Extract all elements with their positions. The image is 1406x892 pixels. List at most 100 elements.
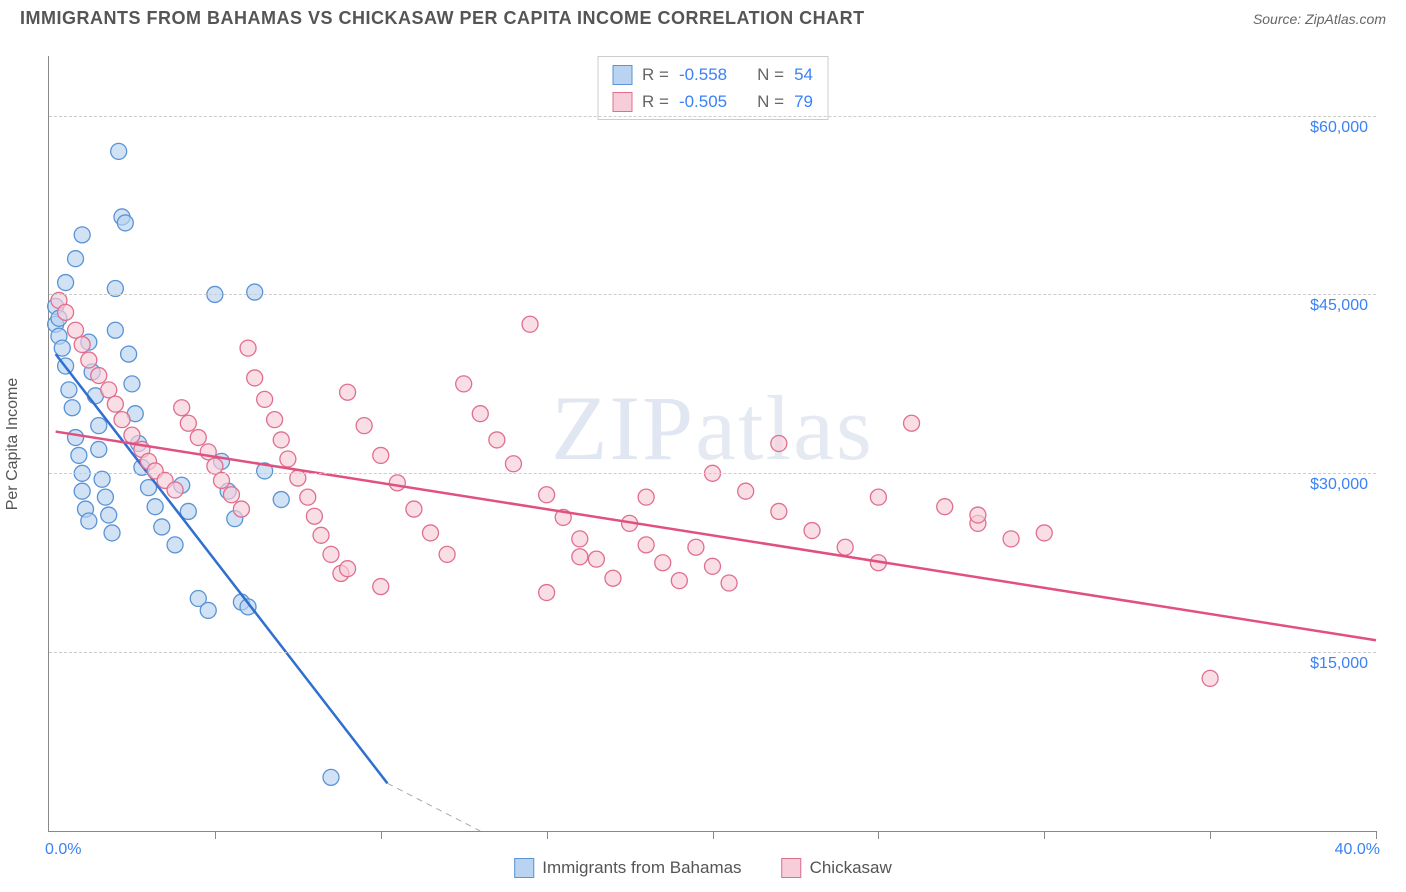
- n-value-1: 79: [794, 88, 813, 115]
- y-tick-label: $15,000: [1310, 655, 1368, 673]
- scatter-point: [771, 503, 787, 519]
- scatter-point: [121, 346, 137, 362]
- scatter-point: [340, 561, 356, 577]
- scatter-point: [721, 575, 737, 591]
- scatter-point: [257, 391, 273, 407]
- scatter-point: [904, 415, 920, 431]
- scatter-point: [68, 251, 84, 267]
- scatter-point: [240, 340, 256, 356]
- legend-label-bahamas: Immigrants from Bahamas: [542, 858, 741, 878]
- scatter-point: [81, 513, 97, 529]
- scatter-point: [313, 527, 329, 543]
- scatter-point: [107, 322, 123, 338]
- scatter-point: [539, 585, 555, 601]
- scatter-point: [167, 482, 183, 498]
- scatter-point: [1036, 525, 1052, 541]
- scatter-point: [1202, 670, 1218, 686]
- scatter-point: [423, 525, 439, 541]
- scatter-point: [738, 483, 754, 499]
- y-tick-label: $60,000: [1310, 119, 1368, 137]
- scatter-point: [273, 432, 289, 448]
- scatter-point: [804, 523, 820, 539]
- scatter-point: [572, 549, 588, 565]
- scatter-point: [705, 558, 721, 574]
- x-axis-max-label: 40.0%: [1335, 841, 1380, 859]
- x-axis-min-label: 0.0%: [45, 841, 81, 859]
- scatter-point: [605, 570, 621, 586]
- scatter-point: [323, 546, 339, 562]
- chart-title: IMMIGRANTS FROM BAHAMAS VS CHICKASAW PER…: [20, 8, 865, 29]
- scatter-point: [124, 427, 140, 443]
- scatter-point: [91, 441, 107, 457]
- scatter-point: [247, 370, 263, 386]
- scatter-point: [340, 384, 356, 400]
- scatter-point: [373, 447, 389, 463]
- scatter-point: [505, 456, 521, 472]
- scatter-point: [111, 143, 127, 159]
- scatter-point: [58, 275, 74, 291]
- scatter-point: [655, 555, 671, 571]
- scatter-point: [406, 501, 422, 517]
- scatter-point: [937, 499, 953, 515]
- stats-row-bahamas: R = -0.558 N = 54: [612, 61, 813, 88]
- scatter-point: [267, 412, 283, 428]
- scatter-point: [154, 519, 170, 535]
- chart-svg: [49, 56, 1376, 831]
- scatter-point: [300, 489, 316, 505]
- scatter-point: [207, 458, 223, 474]
- n-value-0: 54: [794, 61, 813, 88]
- stats-row-chickasaw: R = -0.505 N = 79: [612, 88, 813, 115]
- scatter-point: [870, 489, 886, 505]
- scatter-point: [489, 432, 505, 448]
- scatter-point: [233, 501, 249, 517]
- legend-item-chickasaw: Chickasaw: [782, 858, 892, 878]
- scatter-point: [472, 406, 488, 422]
- scatter-point: [970, 507, 986, 523]
- scatter-point: [223, 487, 239, 503]
- trend-line-dashed: [387, 783, 480, 831]
- scatter-point: [247, 284, 263, 300]
- r-value-0: -0.558: [679, 61, 727, 88]
- scatter-point: [167, 537, 183, 553]
- scatter-point: [522, 316, 538, 332]
- scatter-point: [588, 551, 604, 567]
- scatter-point: [671, 573, 687, 589]
- scatter-point: [91, 418, 107, 434]
- scatter-point: [147, 499, 163, 515]
- scatter-point: [107, 396, 123, 412]
- scatter-point: [456, 376, 472, 392]
- scatter-point: [439, 546, 455, 562]
- y-tick-label: $30,000: [1310, 476, 1368, 494]
- swatch-bahamas: [612, 65, 632, 85]
- scatter-point: [200, 602, 216, 618]
- r-label-1: R =: [642, 88, 669, 115]
- scatter-point: [180, 415, 196, 431]
- scatter-point: [688, 539, 704, 555]
- scatter-point: [771, 436, 787, 452]
- scatter-point: [280, 451, 296, 467]
- stats-legend-box: R = -0.558 N = 54 R = -0.505 N = 79: [597, 56, 828, 120]
- r-label-0: R =: [642, 61, 669, 88]
- scatter-point: [74, 483, 90, 499]
- scatter-point: [74, 227, 90, 243]
- legend-swatch-bahamas: [514, 858, 534, 878]
- scatter-point: [214, 472, 230, 488]
- scatter-point: [373, 579, 389, 595]
- scatter-point: [64, 400, 80, 416]
- scatter-point: [81, 352, 97, 368]
- scatter-point: [101, 382, 117, 398]
- scatter-point: [572, 531, 588, 547]
- scatter-point: [74, 337, 90, 353]
- plot-area: ZIPatlas Per Capita Income R = -0.558 N …: [48, 56, 1376, 832]
- source-attribution: Source: ZipAtlas.com: [1253, 11, 1386, 27]
- r-value-1: -0.505: [679, 88, 727, 115]
- scatter-point: [114, 412, 130, 428]
- scatter-point: [306, 508, 322, 524]
- scatter-point: [190, 430, 206, 446]
- scatter-point: [97, 489, 113, 505]
- swatch-chickasaw: [612, 92, 632, 112]
- scatter-point: [91, 368, 107, 384]
- scatter-point: [61, 382, 77, 398]
- scatter-point: [638, 537, 654, 553]
- scatter-point: [638, 489, 654, 505]
